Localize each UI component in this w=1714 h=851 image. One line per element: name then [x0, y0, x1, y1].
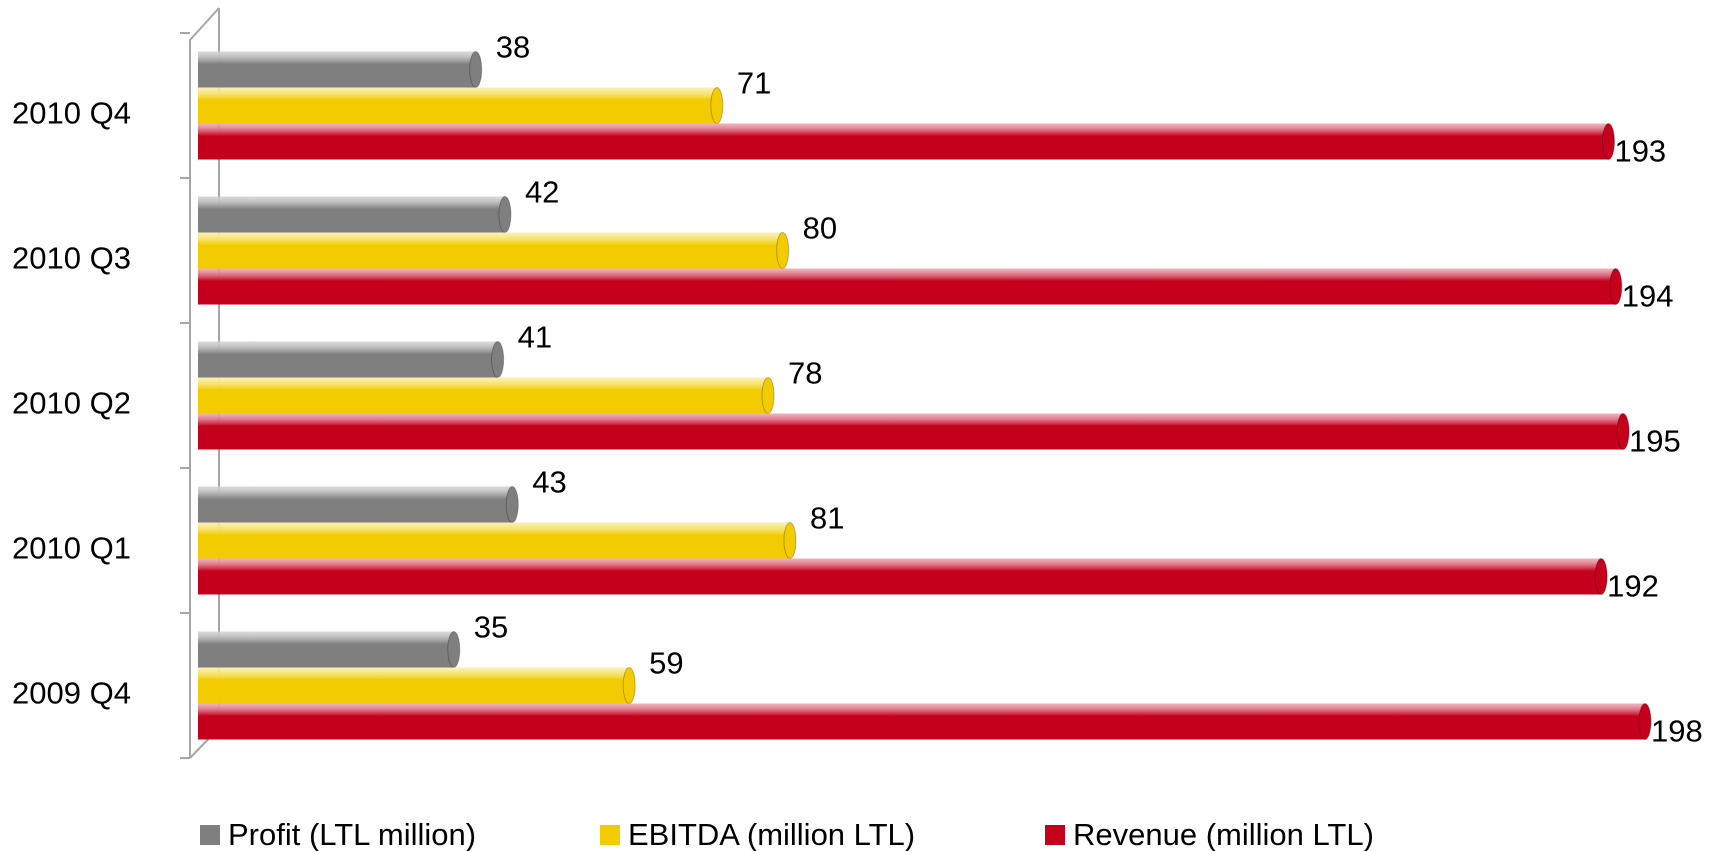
legend-label: Revenue (million LTL) — [1073, 817, 1374, 851]
legend-label: Profit (LTL million) — [228, 817, 476, 851]
legend-swatch — [200, 825, 220, 845]
data-label: 38 — [496, 30, 530, 65]
bar-cap — [622, 667, 636, 704]
y-tick-label: 2010 Q3 — [12, 241, 131, 276]
data-label: 35 — [474, 610, 508, 645]
axis-line — [189, 7, 220, 758]
bar-cap — [505, 486, 519, 523]
data-label: 42 — [525, 175, 559, 210]
bar-shade — [198, 413, 1624, 450]
bar-shade — [198, 522, 790, 559]
data-label: 78 — [788, 356, 822, 391]
data-label: 80 — [803, 211, 837, 246]
bar-cap — [469, 51, 483, 88]
data-label: 71 — [737, 66, 771, 101]
bar-cap — [776, 232, 790, 269]
bar-shade — [198, 486, 513, 523]
bar-cap — [761, 377, 775, 414]
bar-cap — [1638, 703, 1652, 740]
data-label: 195 — [1629, 424, 1681, 459]
data-label: 81 — [810, 501, 844, 536]
data-label: 41 — [518, 320, 552, 355]
bar-shade — [198, 341, 498, 378]
legend-swatch — [1045, 825, 1065, 845]
bar-shade — [198, 87, 717, 124]
y-tick-label: 2009 Q4 — [12, 676, 131, 711]
bar-cap — [1594, 558, 1608, 595]
data-label: 194 — [1622, 279, 1674, 314]
bar-shade — [198, 51, 476, 88]
bar-shade — [198, 667, 630, 704]
bar-cap — [1609, 268, 1623, 305]
legend-swatch — [600, 825, 620, 845]
y-tick-label: 2010 Q4 — [12, 96, 131, 131]
bar-shade — [198, 196, 505, 233]
bar-shade — [198, 268, 1616, 305]
data-label: 59 — [649, 646, 683, 681]
bar-shade — [198, 631, 454, 668]
bar-cap — [498, 196, 512, 233]
bar-shade — [198, 377, 769, 414]
bar-shade — [198, 232, 783, 269]
bar-cap — [783, 522, 797, 559]
bar-cap — [1601, 123, 1615, 160]
bar-cap — [710, 87, 724, 124]
bar-cap — [491, 341, 505, 378]
bar-cap — [1616, 413, 1630, 450]
data-label: 193 — [1614, 134, 1666, 169]
bar-cap — [447, 631, 461, 668]
y-tick-label: 2010 Q1 — [12, 531, 131, 566]
data-label: 198 — [1651, 714, 1703, 749]
bar-shade — [198, 558, 1602, 595]
data-label: 192 — [1607, 569, 1659, 604]
y-tick-label: 2010 Q2 — [12, 386, 131, 421]
bar-shade — [198, 123, 1609, 160]
data-label: 43 — [532, 465, 566, 500]
bar-shade — [198, 703, 1645, 740]
legend-label: EBITDA (million LTL) — [628, 817, 915, 851]
